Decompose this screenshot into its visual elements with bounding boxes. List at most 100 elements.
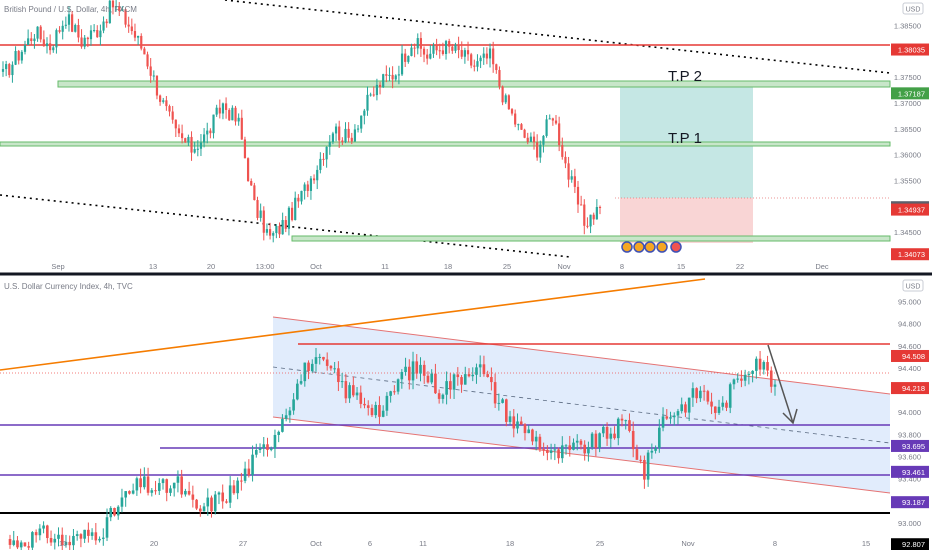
candle-body: [449, 381, 452, 390]
candle-body: [394, 75, 397, 80]
candle-body: [456, 374, 460, 378]
candle-body: [546, 450, 549, 453]
tp2-zone: [57, 80, 891, 88]
candle-body: [590, 433, 594, 448]
x-tick-label: 25: [503, 262, 511, 271]
candle-body: [246, 158, 250, 181]
price-axis[interactable]: 95.00094.80094.60094.40094.20094.00093.8…: [891, 298, 929, 551]
candle-body: [529, 136, 532, 142]
candle-body: [587, 447, 590, 454]
price-badge-label: 94.218: [902, 384, 925, 393]
candle-body: [375, 84, 379, 96]
candle-body: [773, 384, 777, 387]
candle-body: [331, 133, 335, 142]
candle-body: [149, 66, 152, 76]
candle-body: [287, 207, 291, 229]
x-tick-label: 13: [149, 262, 157, 271]
x-tick-label: 18: [506, 539, 514, 548]
candle-body: [23, 542, 27, 547]
price-badge-label: 92.807: [902, 540, 925, 549]
candle-body: [419, 364, 422, 374]
candle-body: [348, 385, 351, 399]
x-tick-label: Oct: [310, 539, 323, 548]
candle-body: [68, 541, 72, 546]
candle-body: [281, 220, 284, 235]
candle-body: [470, 54, 473, 66]
candle-body: [350, 137, 353, 142]
price-badge-label: 94.508: [902, 352, 925, 361]
candle-body: [284, 415, 288, 419]
channel-bottom-line: [272, 416, 891, 494]
candle-body: [5, 64, 8, 70]
candle-body: [598, 207, 602, 209]
candle-body: [397, 74, 401, 76]
candle-body: [410, 47, 413, 56]
candle-body: [281, 418, 284, 432]
candle-body: [549, 450, 553, 453]
candle-body: [762, 362, 766, 370]
tp1-label: T.P 1: [668, 130, 702, 147]
dxy-pane[interactable]: U.S. Dollar Currency Index, 4h, TVC USD …: [0, 278, 929, 555]
candle-body: [583, 204, 586, 226]
candle-body: [19, 542, 23, 548]
dxy-candles: [8, 348, 777, 555]
y-tick-label: 95.000: [898, 298, 921, 307]
candle-body: [691, 388, 695, 398]
candle-body: [478, 364, 482, 368]
candle-body: [684, 404, 687, 413]
candle-body: [706, 391, 710, 402]
candle-body: [572, 442, 575, 450]
candle-body: [199, 142, 203, 149]
candle-body: [519, 421, 523, 425]
candle-body: [527, 429, 531, 434]
candle-body: [12, 540, 16, 545]
candle-body: [161, 479, 165, 484]
candle-body: [466, 50, 470, 55]
candle-body: [212, 114, 215, 134]
candle-body: [27, 546, 30, 548]
tp1-zone: [0, 141, 891, 147]
time-axis[interactable]: 13 20 27 Oct 6 11 18 25 Nov 8 15: [59, 539, 870, 548]
candle-body: [133, 31, 137, 38]
candle-body: [168, 106, 171, 112]
candle-body: [53, 538, 57, 543]
price-axis[interactable]: 1.385001.380001.375001.370001.365001.360…: [891, 22, 929, 261]
candle-body: [463, 50, 466, 57]
currency-label: USD: [906, 7, 921, 14]
y-tick-label: 93.800: [898, 430, 921, 439]
candle-body: [396, 379, 400, 392]
candle-body: [486, 374, 489, 378]
candle-body: [169, 488, 172, 493]
candle-body: [532, 136, 536, 143]
candle-body: [322, 158, 325, 160]
event-icon: [633, 241, 645, 253]
candle-body: [505, 399, 508, 422]
candle-body: [206, 130, 209, 135]
candle-body: [360, 115, 363, 129]
candle-body: [444, 41, 448, 54]
event-icon: [644, 241, 656, 253]
candle-body: [172, 482, 176, 489]
candle-body: [180, 476, 183, 495]
x-tick-label: 20: [207, 262, 215, 271]
candle-body: [87, 529, 90, 536]
candle-body: [228, 109, 231, 121]
candle-body: [275, 225, 278, 234]
candle-body: [146, 476, 150, 493]
candle-body: [751, 370, 754, 374]
candle-body: [553, 449, 557, 451]
candle-body: [650, 450, 654, 453]
gbpusd-pane[interactable]: T.P 2 T.P 1 British Pound / U.S. Dollar,…: [0, 0, 929, 271]
candle-body: [504, 95, 507, 103]
x-tick-label: 13:00: [256, 262, 275, 271]
tp2-label: T.P 2: [668, 68, 702, 85]
candle-body: [363, 110, 366, 116]
candle-body: [631, 430, 635, 450]
time-axis[interactable]: Sep 13 20 13:00 Oct 11 18 25 Nov 8 15 22 Dec: [51, 262, 829, 271]
candle-body: [262, 210, 265, 233]
candle-body: [155, 75, 159, 96]
x-tick-label: 22: [736, 262, 744, 271]
candle-body: [624, 420, 628, 422]
candle-body: [492, 48, 495, 65]
